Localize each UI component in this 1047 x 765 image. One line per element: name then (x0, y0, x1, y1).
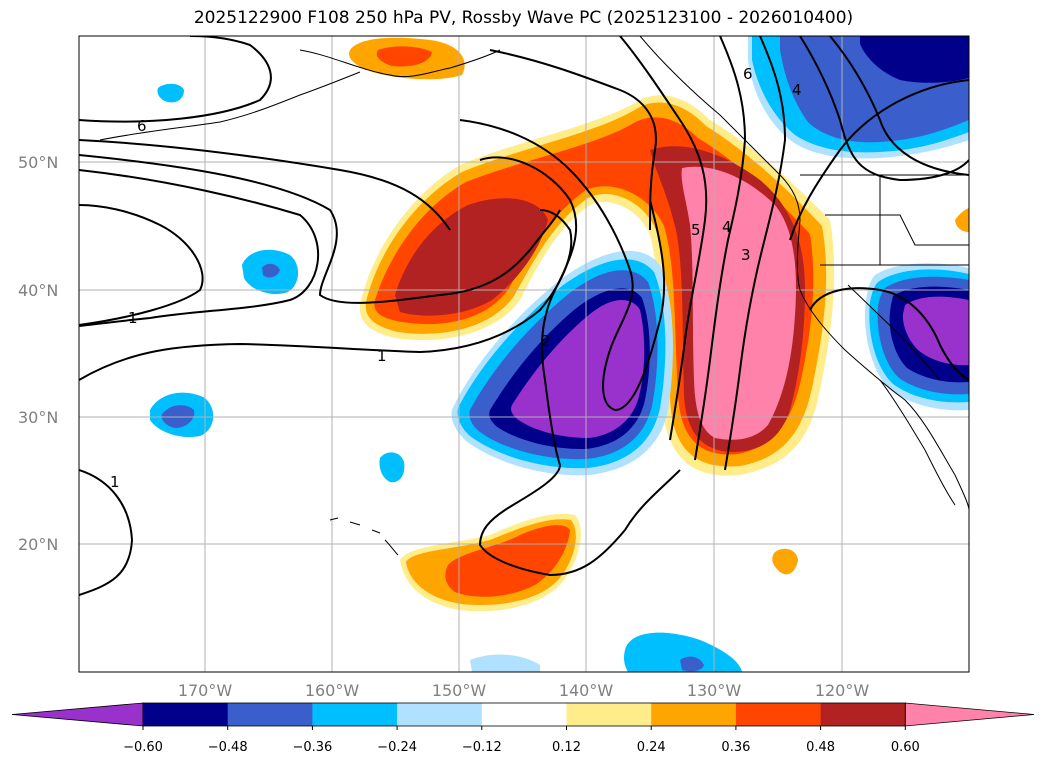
colorbar-segment (143, 703, 229, 726)
negative-anomaly-spot-south-036 (680, 656, 704, 672)
lat-label: 50°N (18, 153, 58, 172)
contour-labels: 6 6 1 1 1 2 5 4 3 4 (110, 65, 802, 491)
contour-line-west-a (79, 139, 451, 231)
contour-line-east-loop (809, 287, 969, 381)
colorbar (11, 702, 1035, 727)
colorbar-tick-label: 0.36 (721, 740, 750, 755)
negative-anomaly-california-060 (902, 296, 969, 366)
colorbar-tick-label: 0.24 (637, 740, 666, 755)
contour-line-3-east (724, 36, 787, 471)
colorbar-tick-label: −0.48 (208, 740, 248, 755)
colorbar-tick-label: −0.60 (123, 740, 163, 755)
lon-label: 140°W (559, 681, 614, 700)
contour-line-2-inner (478, 156, 681, 577)
state-border-5 (847, 284, 941, 381)
contour-label: 6 (743, 65, 753, 83)
contour-line-4 (694, 36, 747, 461)
alaska-coast (299, 49, 501, 78)
colorbar-tick-labels: −0.60 −0.48 −0.36 −0.24 −0.12 0.12 0.24 0.36 0.4… (123, 726, 920, 755)
contour-line-2 (459, 119, 666, 412)
contour-line-1-south (79, 469, 134, 596)
lon-label: 150°W (432, 681, 487, 700)
contour-label: 3 (741, 246, 751, 264)
colorbar-tick-label: −0.36 (292, 740, 332, 755)
positive-anomaly-ridge-048 (395, 198, 548, 316)
baja-peninsula (879, 379, 956, 506)
west-coast-us (796, 219, 969, 511)
contour-line-west-c (79, 169, 320, 327)
longitude-labels: 170°W 160°W 150°W 140°W 130°W 120°W (178, 681, 870, 700)
colorbar-segment (481, 703, 567, 726)
contour-label: 5 (691, 221, 701, 239)
colorbar-segment (820, 703, 906, 726)
contour-label: 6 (137, 117, 147, 135)
pacific-nw-coast (639, 36, 801, 221)
colorbar-segment (312, 703, 398, 726)
contour-label: 4 (722, 218, 732, 236)
contour-line-1-west (79, 204, 204, 326)
pv-anomaly-fill (150, 36, 969, 672)
colorbar-segment (397, 703, 483, 726)
map-frame (78, 35, 970, 673)
contour-line-3 (489, 49, 657, 231)
colorbar-extend-min (11, 702, 144, 727)
positive-anomaly-alaska-036 (376, 46, 432, 67)
contour-line-east-c (789, 79, 969, 241)
colorbar-outline (142, 702, 906, 727)
colorbar-segment (651, 703, 737, 726)
negative-anomaly-spot-d (157, 83, 184, 103)
colorbar-segment (227, 703, 313, 726)
positive-anomaly-coast-east (955, 208, 969, 232)
positive-anomaly-core-060 (681, 166, 796, 440)
colorbar-tick-label: −0.12 (462, 740, 502, 755)
hawaii-islands (329, 517, 399, 556)
contour-line-6-east (799, 36, 969, 182)
colorbar-tick-label: 0.48 (806, 740, 835, 755)
contour-line-5 (619, 36, 708, 441)
colorbar-tick-label: −0.24 (377, 740, 417, 755)
contour-line-west-b (79, 154, 561, 304)
positive-anomaly-subtropical-036 (445, 525, 570, 597)
colorbar-tick-label: 0.60 (891, 740, 920, 755)
contour-line-east-b (829, 36, 969, 176)
lat-label: 20°N (18, 535, 58, 554)
contour-label: 1 (128, 309, 138, 327)
graticule (79, 36, 969, 672)
latitude-labels: 50°N 40°N 30°N 20°N (18, 153, 58, 554)
contour-line-6-west (79, 36, 272, 123)
lat-label: 30°N (18, 408, 58, 427)
colorbar-segment (566, 703, 652, 726)
negative-anomaly-spot-south-2 (470, 654, 540, 672)
map-title: 2025122900 F108 250 hPa PV, Rossby Wave … (193, 8, 854, 28)
lon-label: 120°W (815, 681, 870, 700)
aleutian-chain (99, 71, 361, 141)
lon-label: 170°W (178, 681, 233, 700)
lon-label: 160°W (305, 681, 360, 700)
negative-anomaly-spot-south (624, 632, 742, 672)
negative-anomaly-spot-c (379, 452, 405, 483)
negative-anomaly-trough-060 (511, 299, 645, 438)
lat-label: 40°N (18, 281, 58, 300)
positive-anomaly-small-east (772, 548, 798, 575)
colorbar-extend-max (904, 702, 1035, 727)
contour-label: 1 (110, 473, 120, 491)
pv-contours (79, 36, 969, 596)
colorbar-tick-label: 0.12 (552, 740, 581, 755)
contour-line-1-mid (79, 209, 573, 381)
contour-label: 4 (792, 81, 802, 99)
contour-label: 1 (377, 347, 387, 365)
contour-label: 2 (541, 332, 551, 350)
negative-anomaly-northeast-048 (860, 36, 969, 83)
negative-anomaly-spot-a-036 (262, 263, 280, 278)
state-border-4 (825, 214, 969, 246)
colorbar-segment (735, 703, 822, 726)
lon-label: 130°W (687, 681, 742, 700)
